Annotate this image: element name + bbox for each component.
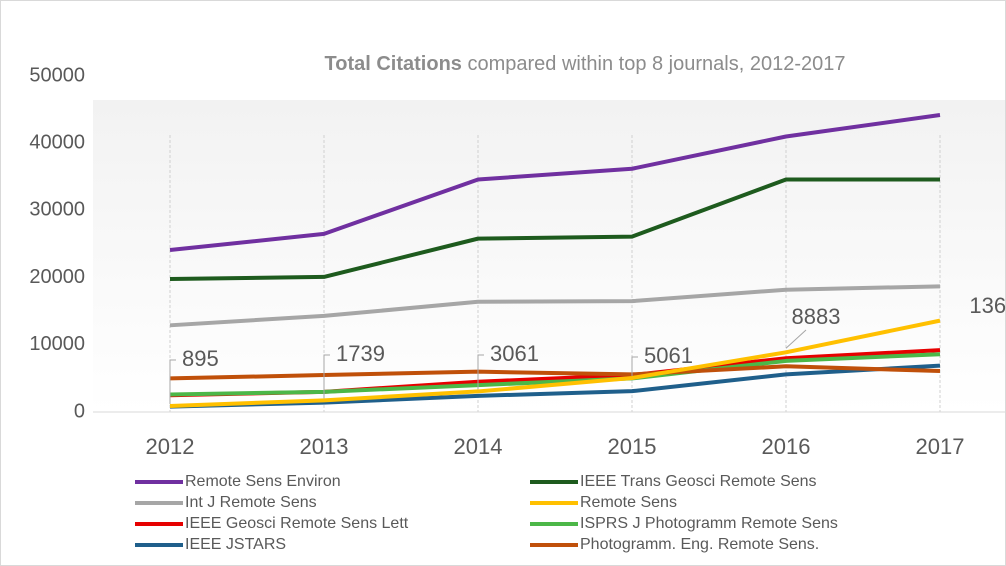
leader-line — [477, 354, 484, 390]
legend-label: IEEE Trans Geosci Remote Sens — [580, 473, 817, 490]
legend-label: Photogramm. Eng. Remote Sens. — [580, 536, 819, 553]
x-tick-label: 2017 — [916, 434, 965, 459]
series-line — [169, 284, 941, 328]
y-tick-label: 20000 — [29, 266, 85, 288]
leader-line — [785, 329, 807, 349]
y-tick-label: 0 — [74, 400, 85, 422]
leader-line — [323, 354, 330, 399]
x-tick-label: 2013 — [300, 434, 349, 459]
plot-area — [93, 100, 1005, 412]
legend-label: IEEE Geosci Remote Sens Lett — [185, 515, 409, 532]
series-line — [169, 364, 941, 381]
leader-line — [631, 356, 638, 376]
legend-label: ISPRS J Photogramm Remote Sens — [580, 515, 838, 532]
x-tick-label: 2014 — [454, 434, 503, 459]
x-tick-label: 2016 — [762, 434, 811, 459]
data-label: 895 — [182, 346, 219, 371]
leader-line — [169, 359, 176, 404]
legend-label: Remote Sens Environ — [185, 473, 341, 490]
legend-label: IEEE JSTARS — [185, 536, 286, 553]
y-tick-label: 40000 — [29, 131, 85, 153]
data-label: 8883 — [792, 304, 841, 329]
x-tick-label: 2015 — [608, 434, 657, 459]
series-line — [169, 112, 941, 253]
x-tick-label: 2012 — [146, 434, 195, 459]
y-tick-label: 10000 — [29, 333, 85, 355]
data-label: 1739 — [336, 341, 385, 366]
series-line — [169, 318, 941, 408]
series-line — [169, 363, 941, 409]
series-line — [169, 352, 941, 397]
data-label: 3061 — [490, 341, 539, 366]
data-label: 5061 — [644, 343, 693, 368]
legend-label: Remote Sens — [580, 494, 677, 511]
title-bold: Total Citations — [325, 53, 462, 75]
y-tick-label: 30000 — [29, 199, 85, 221]
chart-title: Total Citations compared within top 8 jo… — [325, 53, 846, 75]
series-line — [169, 177, 940, 281]
data-label: 13600 — [969, 293, 1006, 318]
y-tick-label: 50000 — [29, 64, 85, 86]
legend-label: Int J Remote Sens — [185, 494, 317, 511]
title-rest: compared within top 8 journals, 2012-201… — [462, 53, 846, 75]
